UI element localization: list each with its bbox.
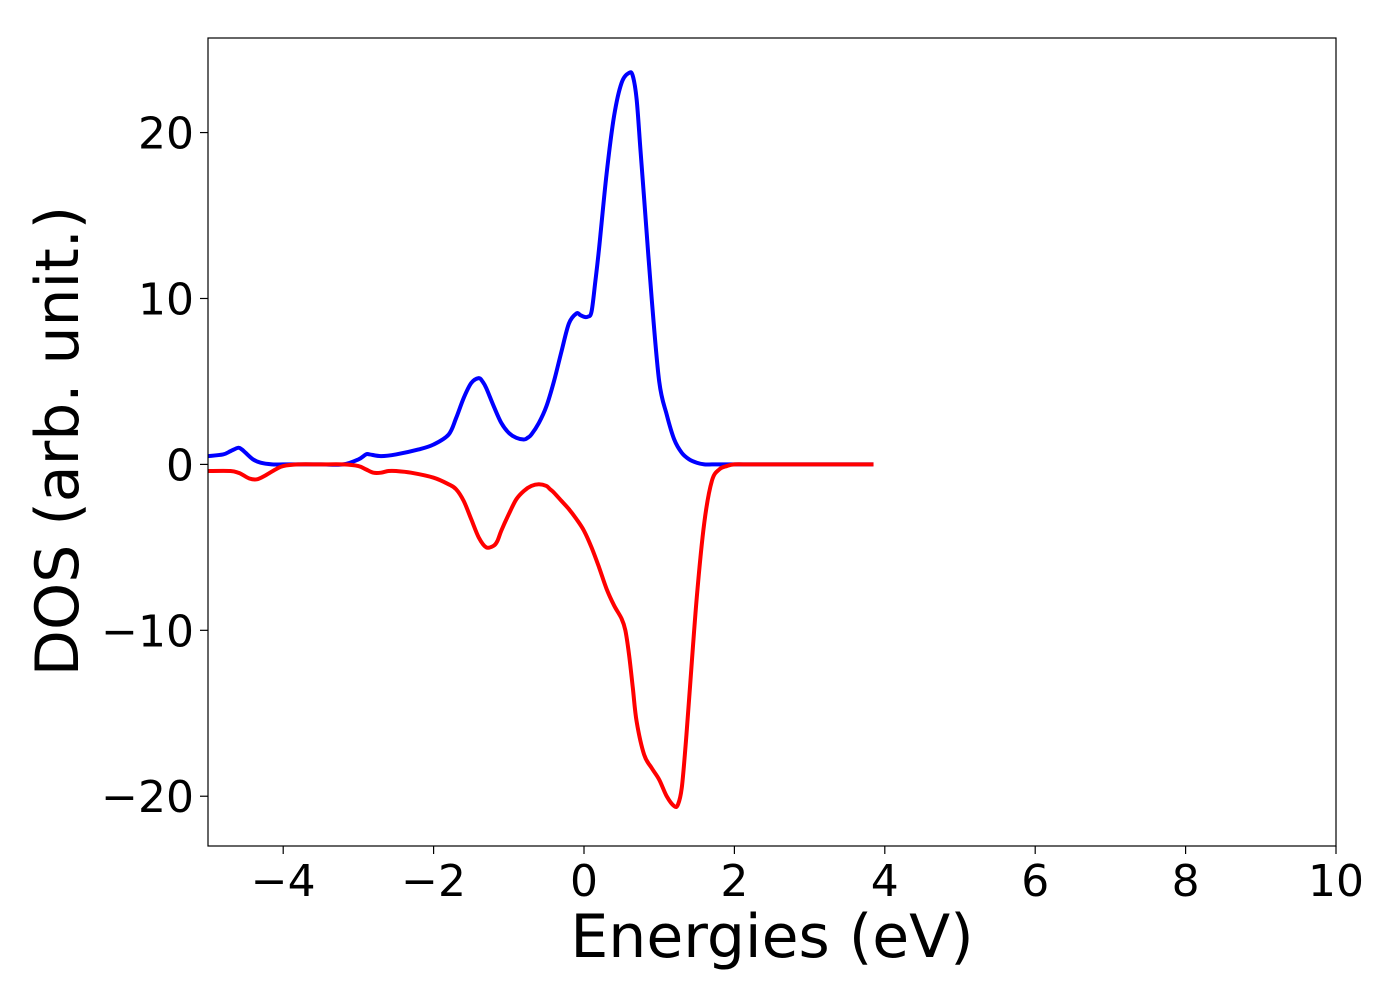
series-line-2	[208, 462, 874, 810]
series-line-1	[208, 70, 874, 467]
x-tick-label: −2	[401, 856, 466, 907]
x-tick-label: 10	[1308, 856, 1364, 907]
series-layer	[208, 70, 874, 810]
x-tick-label: −4	[251, 856, 316, 907]
y-tick-label: 20	[138, 109, 194, 160]
x-tick-label: 4	[871, 856, 899, 907]
x-tick-label: 6	[1021, 856, 1049, 907]
y-tick-label: −10	[101, 606, 194, 657]
y-tick-label: 0	[166, 440, 194, 491]
y-tick-label: 10	[138, 274, 194, 325]
y-axis-label: DOS (arb. unit.)	[23, 206, 93, 676]
x-tick-label: 0	[570, 856, 598, 907]
plot-frame	[207, 37, 1337, 847]
x-tick-label: 8	[1172, 856, 1200, 907]
y-tick-label: −20	[101, 772, 194, 823]
x-axis-label: Energies (eV)	[570, 902, 973, 972]
x-tick-label: 2	[720, 856, 748, 907]
